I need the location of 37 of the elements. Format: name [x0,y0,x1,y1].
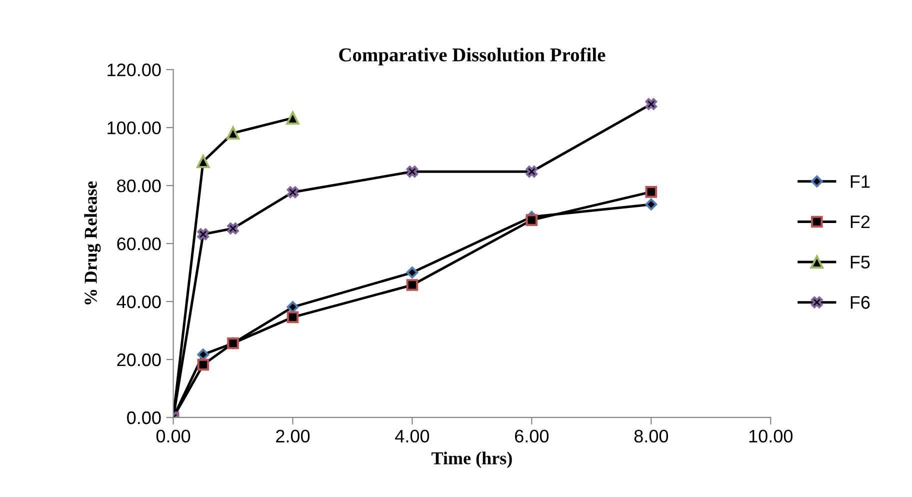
point [406,266,418,278]
y-tick-label: 100.00 [108,122,161,134]
y-tick-label: 20.00 [117,353,161,366]
legend-label: F1 [850,175,870,188]
y-tick-label: 40.00 [116,295,161,308]
point [645,186,658,198]
x-tick-label: 4.00 [395,430,430,443]
point [645,98,658,110]
legend-label: F2 [850,215,870,228]
point [286,301,299,313]
y-tick-label: 60.00 [117,237,161,250]
point [526,166,538,178]
chart-title: Comparative Dissolution Profile [339,48,606,66]
x-tick-label: 0.00 [156,430,190,443]
point [406,166,418,178]
point [197,358,210,371]
point [286,186,299,198]
x-tick-label: 2.00 [276,430,310,443]
point [286,311,299,324]
point [526,214,538,226]
y-tick-label: 120.00 [108,64,161,76]
point [286,111,300,125]
x-tick-label: 8.00 [634,430,668,443]
point [196,154,210,168]
x-tick-label: 6.00 [515,430,549,443]
point [227,222,239,234]
y-tick-label: 80.00 [117,179,161,192]
y-tick-label: 0.00 [127,411,161,424]
legend-label: F6 [850,296,870,309]
point [226,126,240,140]
point [197,228,210,240]
x-tick-label: 10.00 [749,430,793,443]
x-axis-title: Time (hrs) [432,452,512,468]
y-axis-title: % Drug Release [84,181,101,304]
legend-label: F5 [850,256,870,269]
point [645,198,658,210]
point [406,279,418,291]
